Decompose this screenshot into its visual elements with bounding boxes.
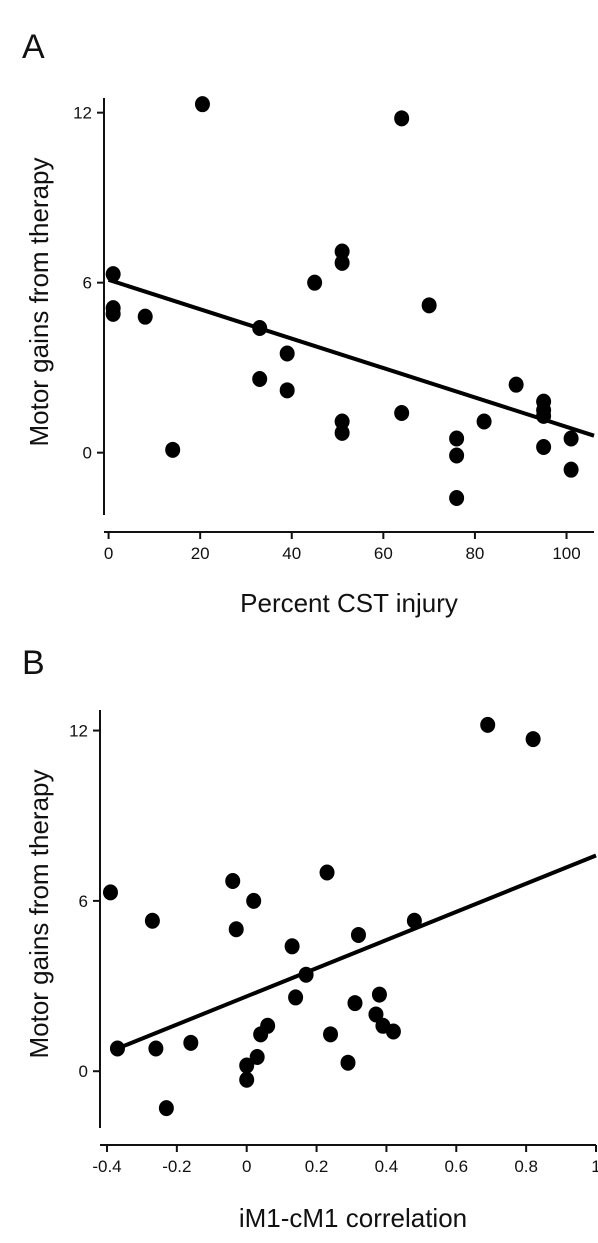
panel-a-data-point — [334, 254, 350, 271]
panel-b-regression-line — [116, 853, 597, 1051]
panel-a-ytick-label: 12 — [73, 104, 92, 123]
panel-a-data-point — [394, 110, 410, 127]
panel-a-data-point — [536, 407, 552, 424]
panel-a-axes: 0 6 12 0 20 40 60 80 100 — [73, 98, 594, 563]
panel-a-data-point — [449, 430, 465, 447]
panel-a-data-point — [449, 447, 465, 464]
panel-b-xtick-label: 1 — [591, 1157, 598, 1176]
panel-b-data-point — [284, 938, 300, 955]
panel-b-data-point — [225, 873, 241, 890]
panel-b-xtick-label: 0 — [242, 1157, 251, 1176]
panel-b-data-point — [347, 995, 363, 1012]
panel-b-data-point — [323, 1026, 339, 1043]
panel-b-xtick-label: -0.4 — [92, 1157, 121, 1176]
panel-a-data-point — [105, 305, 121, 322]
panel-a-data-point — [449, 490, 465, 506]
panel-b-data-point — [406, 912, 422, 929]
panel-b-data-point — [144, 912, 160, 929]
panel-a-data-point — [105, 266, 121, 283]
panel-b-data-point — [288, 989, 304, 1006]
panel-a-data-point — [252, 371, 268, 387]
panel-a-ytick-label: 6 — [83, 274, 92, 293]
panel-a-data-point — [421, 297, 437, 314]
panel-b: B Motor gains from therapy iM1-cM1 corre… — [22, 644, 598, 1233]
panel-b-data-point — [239, 1057, 255, 1074]
panel-b-data-point — [480, 716, 496, 733]
panel-a-ytick-label: 0 — [83, 444, 92, 463]
panel-b-ylabel: Motor gains from therapy — [24, 769, 54, 1058]
panel-b-ytick-label: 6 — [79, 892, 88, 911]
panel-b-data-point — [385, 1023, 401, 1040]
panel-a-data-point — [252, 320, 268, 336]
panel-b-points — [102, 716, 597, 1117]
panel-b-data-point — [298, 966, 314, 983]
panel-b-axes: 0 6 12 -0.4 -0.2 0 0.2 0.4 0.6 0.8 1 — [69, 710, 598, 1176]
panel-b-data-point — [246, 892, 262, 909]
panel-b-xlabel: iM1-cM1 correlation — [239, 1203, 467, 1233]
panel-a-xlabel: Percent CST injury — [240, 588, 458, 618]
panel-a-data-point — [165, 441, 181, 458]
panel-b-xtick-label: 0.2 — [305, 1157, 329, 1176]
panel-a-xtick-label: 80 — [465, 544, 484, 563]
panel-a-data-point — [334, 424, 350, 441]
panel-b-data-point — [340, 1054, 356, 1071]
panel-b-xtick-label: -0.2 — [162, 1157, 191, 1176]
panel-a-regression-line — [107, 277, 595, 438]
panel-b-xtick-label: 0.6 — [444, 1157, 468, 1176]
panel-a-data-point — [279, 382, 295, 399]
panel-a-ylabel: Motor gains from therapy — [24, 157, 54, 446]
panel-a-data-point — [137, 308, 153, 325]
panel-a-data-point — [508, 376, 524, 393]
panel-b-data-point — [319, 864, 335, 881]
panel-b-xtick-label: 0.8 — [514, 1157, 538, 1176]
panel-a-data-point — [536, 439, 552, 455]
panel-a-data-point — [279, 345, 295, 362]
panel-a-data-point — [334, 413, 350, 430]
panel-b-data-point — [260, 1017, 276, 1034]
panel-a-xtick-label: 60 — [374, 544, 393, 563]
panel-b-data-point — [371, 986, 387, 1003]
panel-a-data-point — [307, 274, 323, 291]
panel-a-data-point — [563, 461, 579, 478]
panel-b-data-point — [158, 1100, 174, 1117]
panel-b-data-point — [368, 1006, 384, 1023]
panel-a-data-point — [194, 96, 210, 113]
panel-b-letter: B — [22, 644, 45, 682]
panel-b-data-point — [148, 1040, 164, 1057]
panel-a-points — [105, 96, 595, 506]
panel-a-data-point — [563, 430, 579, 447]
panel-a-letter: A — [22, 28, 45, 66]
panel-b-data-point — [109, 1040, 125, 1057]
panel-a-xtick-label: 0 — [104, 544, 113, 563]
panel-b-data-point — [183, 1034, 199, 1051]
panel-a-xtick-label: 100 — [552, 544, 580, 563]
panel-b-data-point — [239, 1071, 255, 1088]
panel-a-data-point — [476, 413, 492, 430]
panel-a-data-point — [334, 243, 350, 260]
panel-b-data-point — [102, 884, 118, 901]
panel-b-data-point — [350, 926, 366, 943]
panel-b-ytick-label: 12 — [69, 722, 88, 741]
panel-b-xtick-label: 0.4 — [375, 1157, 399, 1176]
panel-a-data-point — [394, 405, 410, 421]
panel-b-data-point — [525, 731, 541, 748]
panel-a-xtick-label: 20 — [191, 544, 210, 563]
panel-b-data-point — [249, 1049, 265, 1066]
panel-b-ytick-label: 0 — [79, 1062, 88, 1081]
panel-a-xtick-label: 40 — [282, 544, 301, 563]
panel-b-data-point — [228, 921, 244, 938]
panel-a: A Motor gains from therapy Percent CST i… — [22, 28, 595, 618]
